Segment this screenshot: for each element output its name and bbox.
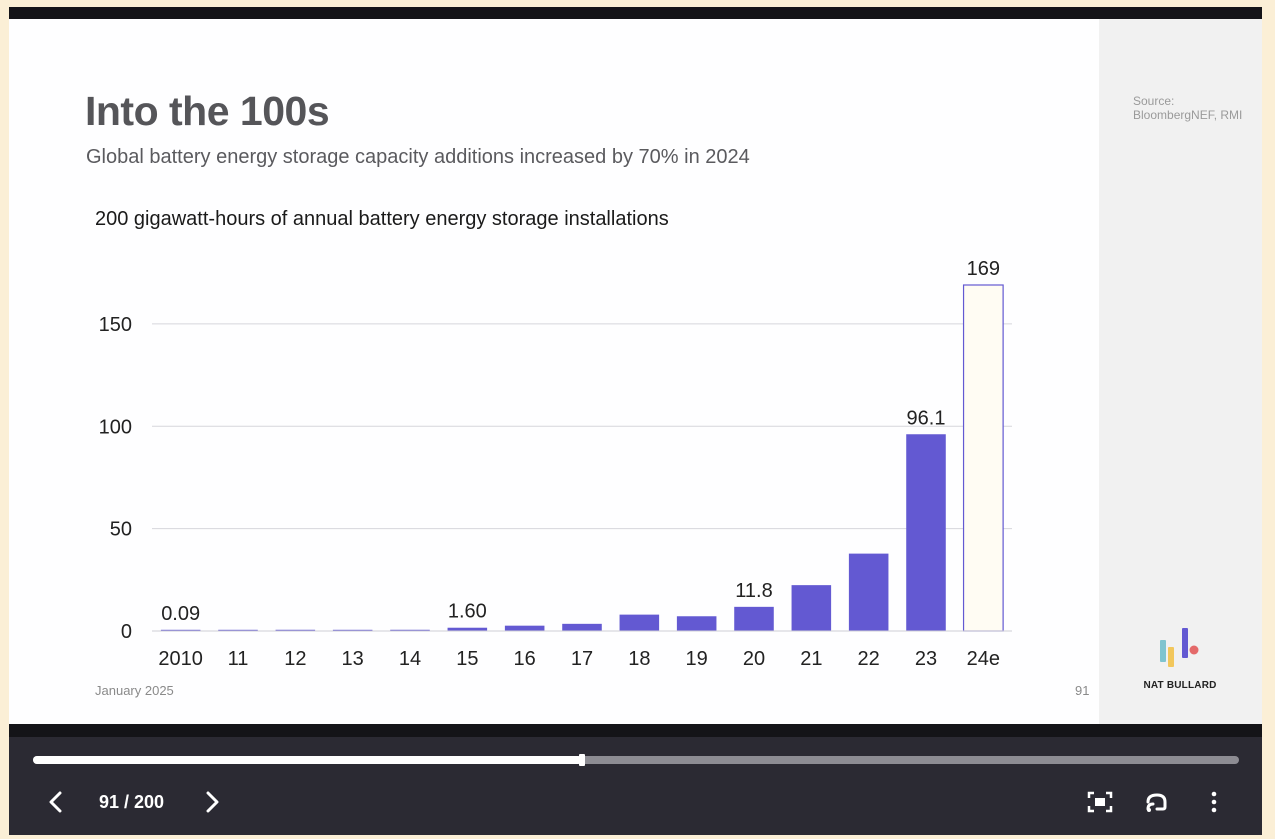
y-tick-label: 50 bbox=[110, 519, 132, 541]
data-label: 11.8 bbox=[735, 580, 772, 602]
bar bbox=[848, 553, 889, 631]
slide-page-number: 91 bbox=[1075, 683, 1090, 698]
bar bbox=[906, 434, 946, 631]
x-tick-label: 15 bbox=[456, 648, 478, 670]
x-tick-label: 18 bbox=[628, 648, 650, 670]
x-tick-label: 19 bbox=[686, 648, 708, 670]
progress-handle[interactable] bbox=[578, 754, 585, 766]
page-counter: 91 / 200 bbox=[99, 792, 165, 812]
bar bbox=[562, 623, 602, 631]
brand-logo: NAT BULLARD bbox=[1140, 625, 1220, 691]
date-footer: January 2025 bbox=[95, 683, 174, 698]
slide-sidebar bbox=[1099, 19, 1262, 724]
slide-subtitle: Global battery energy storage capacity a… bbox=[86, 146, 750, 168]
data-label: 1.60 bbox=[448, 601, 487, 623]
more-options-button[interactable] bbox=[1199, 787, 1229, 817]
x-tick-label: 21 bbox=[800, 648, 822, 670]
slide-title: Into the 100s bbox=[85, 88, 330, 134]
fullscreen-button[interactable] bbox=[1085, 787, 1115, 817]
x-tick-label: 2010 bbox=[158, 648, 203, 670]
y-tick-label: 0 bbox=[121, 621, 132, 643]
prev-slide-button[interactable] bbox=[41, 787, 71, 817]
brand-label: NAT BULLARD bbox=[1143, 680, 1217, 691]
slide bbox=[9, 19, 1262, 724]
y-tick-label: 150 bbox=[99, 314, 132, 336]
next-slide-button[interactable] bbox=[197, 787, 227, 817]
source-note: Source: BloombergNEF, RMI bbox=[1133, 94, 1243, 122]
x-tick-label: 24e bbox=[967, 648, 1000, 670]
bar bbox=[962, 284, 1004, 632]
chevron-right-icon bbox=[206, 791, 219, 813]
progress-bar[interactable] bbox=[33, 754, 1239, 766]
x-tick-label: 14 bbox=[399, 648, 421, 670]
brand-mark-icon bbox=[1160, 628, 1199, 667]
x-tick-label: 11 bbox=[228, 648, 249, 670]
data-label: 96.1 bbox=[907, 407, 946, 429]
bar bbox=[676, 616, 717, 631]
cast-icon bbox=[1146, 793, 1167, 812]
x-tick-label: 20 bbox=[743, 648, 765, 670]
bar bbox=[619, 614, 660, 631]
cast-button[interactable] bbox=[1142, 787, 1172, 817]
data-label: 169 bbox=[967, 258, 1000, 280]
data-label: 0.09 bbox=[161, 603, 200, 625]
x-tick-label: 22 bbox=[858, 648, 880, 670]
bar bbox=[791, 585, 832, 631]
bar bbox=[447, 627, 488, 631]
x-tick-label: 23 bbox=[915, 648, 937, 670]
bar bbox=[390, 629, 430, 631]
more-vertical-icon bbox=[1211, 791, 1217, 813]
fullscreen-icon bbox=[1087, 791, 1113, 813]
bar bbox=[160, 629, 201, 631]
progress-fill bbox=[33, 756, 582, 764]
bar bbox=[734, 606, 774, 631]
x-tick-label: 16 bbox=[514, 648, 536, 670]
player-controls: 91 / 200 bbox=[9, 737, 1262, 835]
x-tick-label: 17 bbox=[571, 648, 593, 670]
x-tick-label: 13 bbox=[342, 648, 364, 670]
bar bbox=[218, 629, 258, 631]
bar bbox=[504, 625, 545, 631]
bar bbox=[332, 629, 373, 631]
chevron-left-icon bbox=[49, 791, 62, 813]
y-tick-label: 100 bbox=[99, 416, 132, 438]
chart-heading: 200 gigawatt-hours of annual battery ene… bbox=[95, 208, 669, 230]
bar bbox=[275, 629, 316, 631]
x-tick-label: 12 bbox=[284, 648, 306, 670]
